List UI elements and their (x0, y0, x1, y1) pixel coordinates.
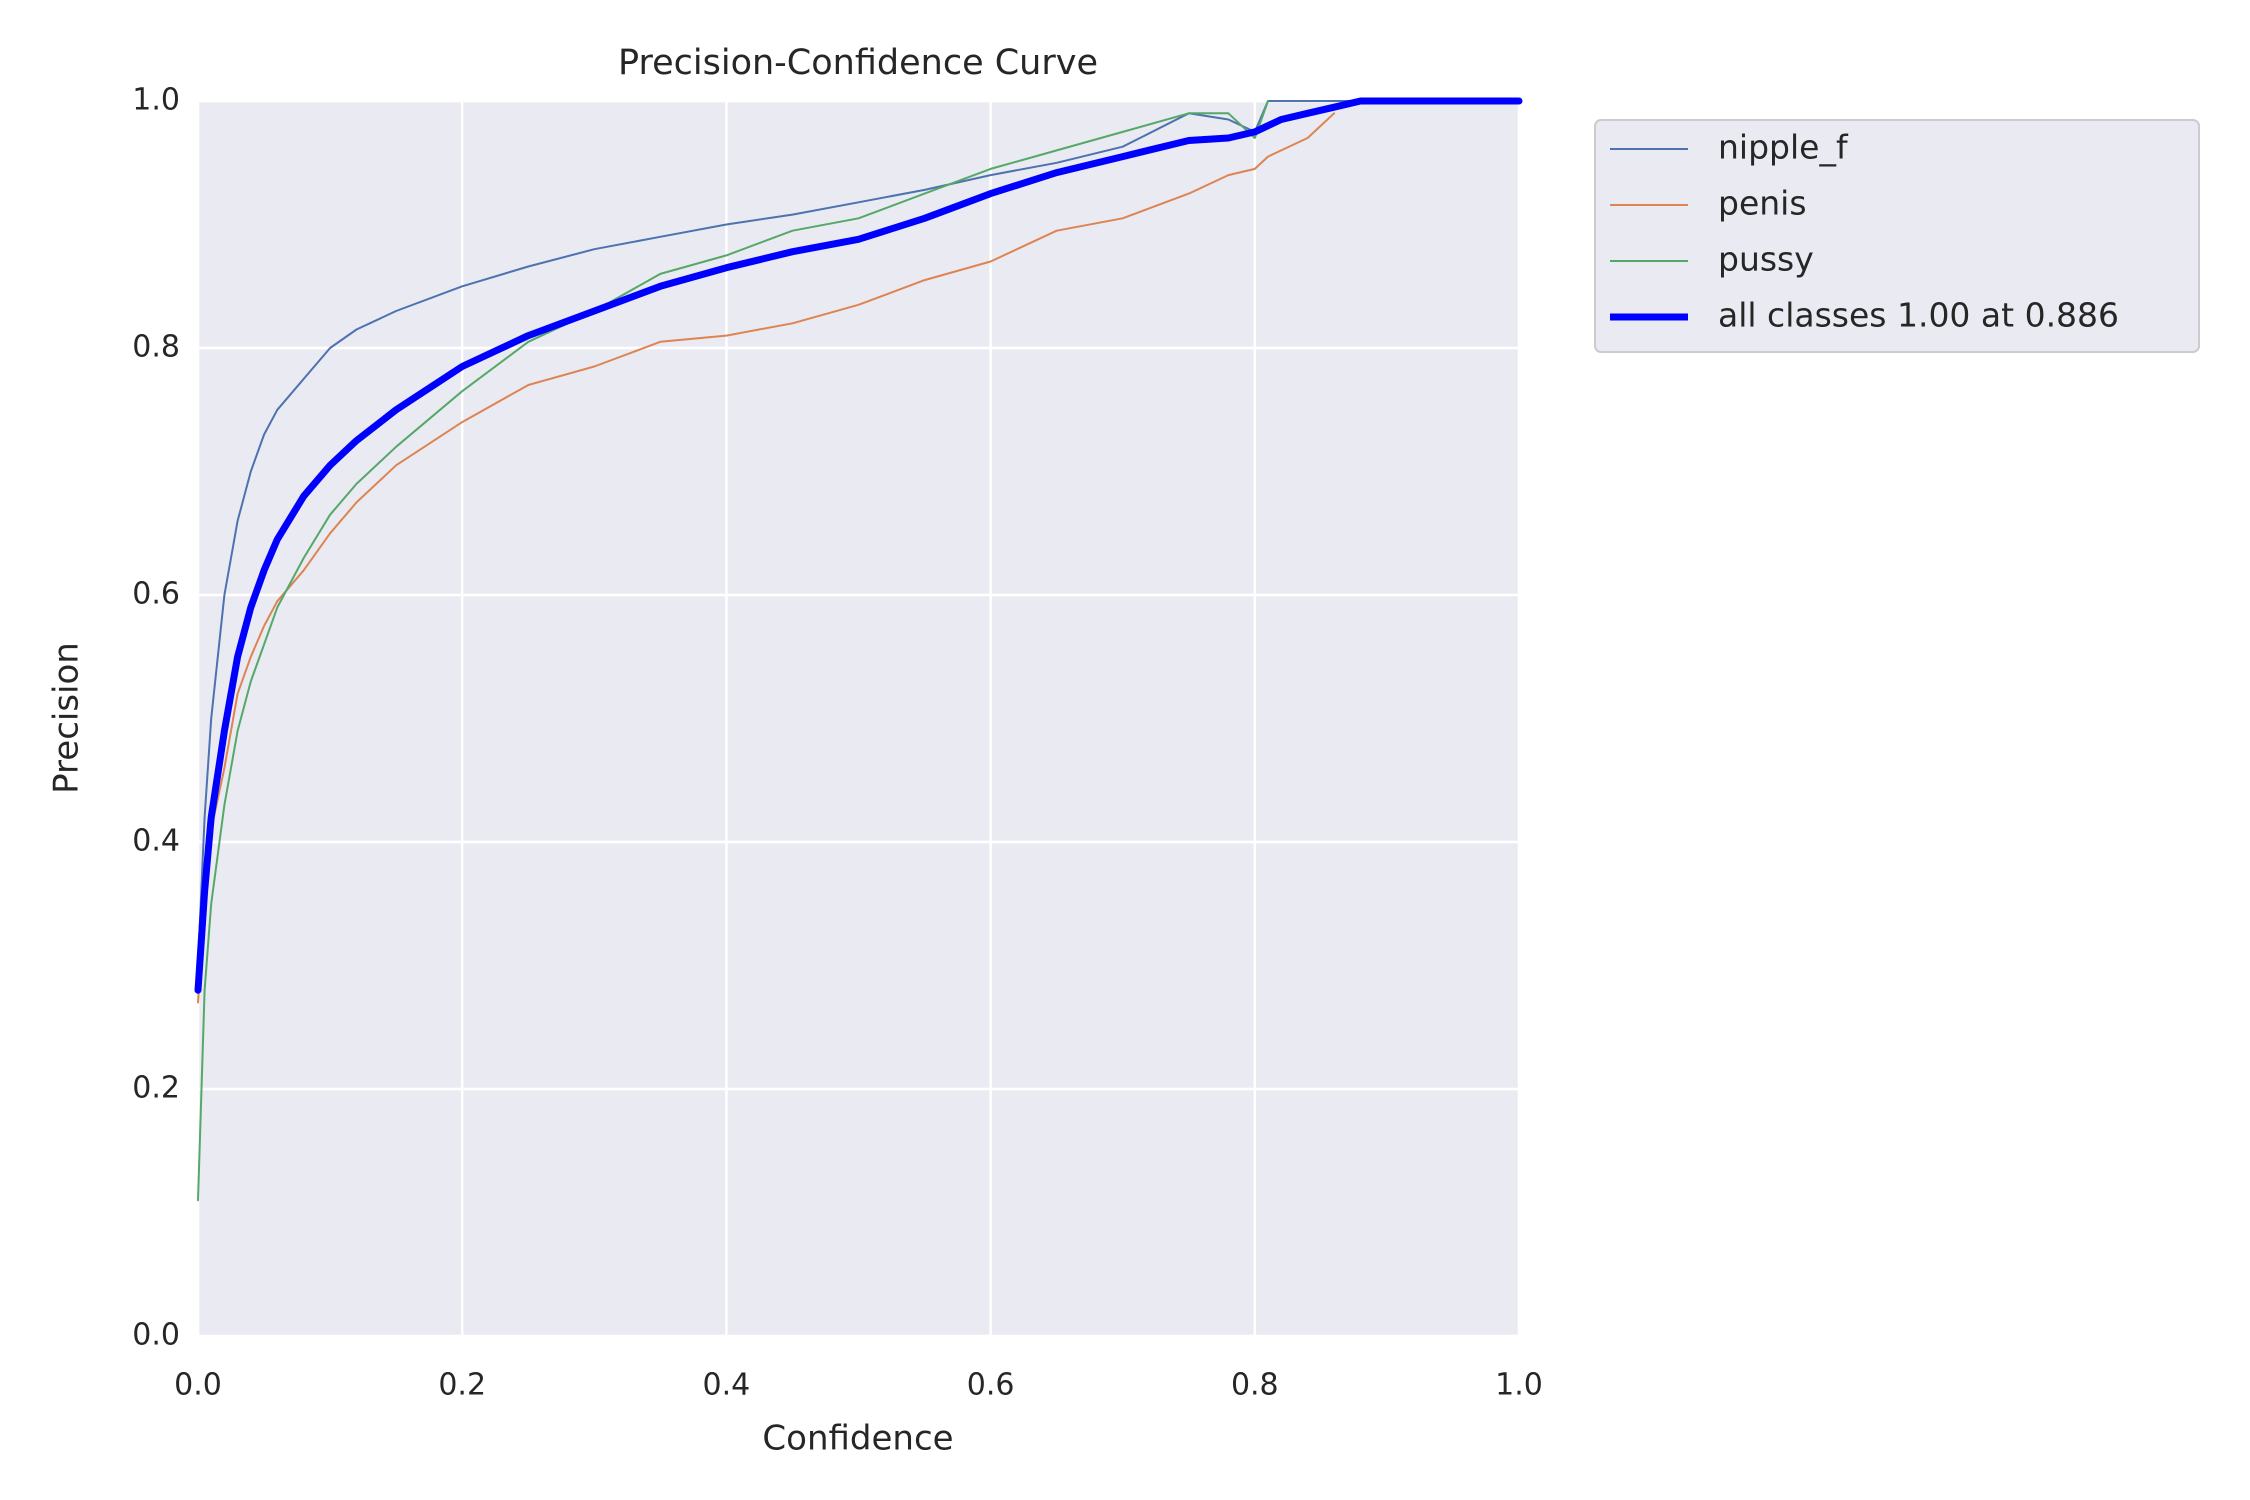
y-tick-label: 0.4 (132, 824, 180, 859)
grid (196, 99, 1521, 1338)
y-tick-label: 1.0 (132, 83, 180, 118)
x-axis-label: Confidence (762, 1419, 953, 1459)
series-line (197, 112, 1336, 1004)
legend-label: all classes 1.00 at 0.886 (1718, 296, 2119, 335)
x-tick-label: 0.6 (967, 1368, 1015, 1403)
series-line (197, 100, 1269, 1202)
legend-label: pussy (1718, 240, 1814, 279)
legend-box (1594, 119, 2200, 353)
x-tick-label: 0.4 (703, 1368, 751, 1403)
legend-label: nipple_f (1718, 128, 1849, 167)
series-line (194, 97, 1523, 994)
y-tick-label: 0.0 (132, 1318, 180, 1353)
x-tick-label: 0.2 (438, 1368, 486, 1403)
x-tick-label: 0.0 (174, 1368, 222, 1403)
plot-lines (194, 97, 1523, 1202)
y-axis-label: Precision (47, 642, 87, 794)
plot-background (198, 101, 1519, 1336)
series-line (197, 100, 1520, 967)
chart-title: Precision-Confidence Curve (618, 43, 1098, 83)
legend-label: penis (1718, 184, 1807, 223)
x-tick-label: 0.8 (1231, 1368, 1279, 1403)
y-tick-label: 0.2 (132, 1071, 180, 1106)
y-tick-label: 0.8 (132, 330, 180, 365)
y-tick-label: 0.6 (132, 577, 180, 612)
x-tick-label: 1.0 (1495, 1368, 1543, 1403)
